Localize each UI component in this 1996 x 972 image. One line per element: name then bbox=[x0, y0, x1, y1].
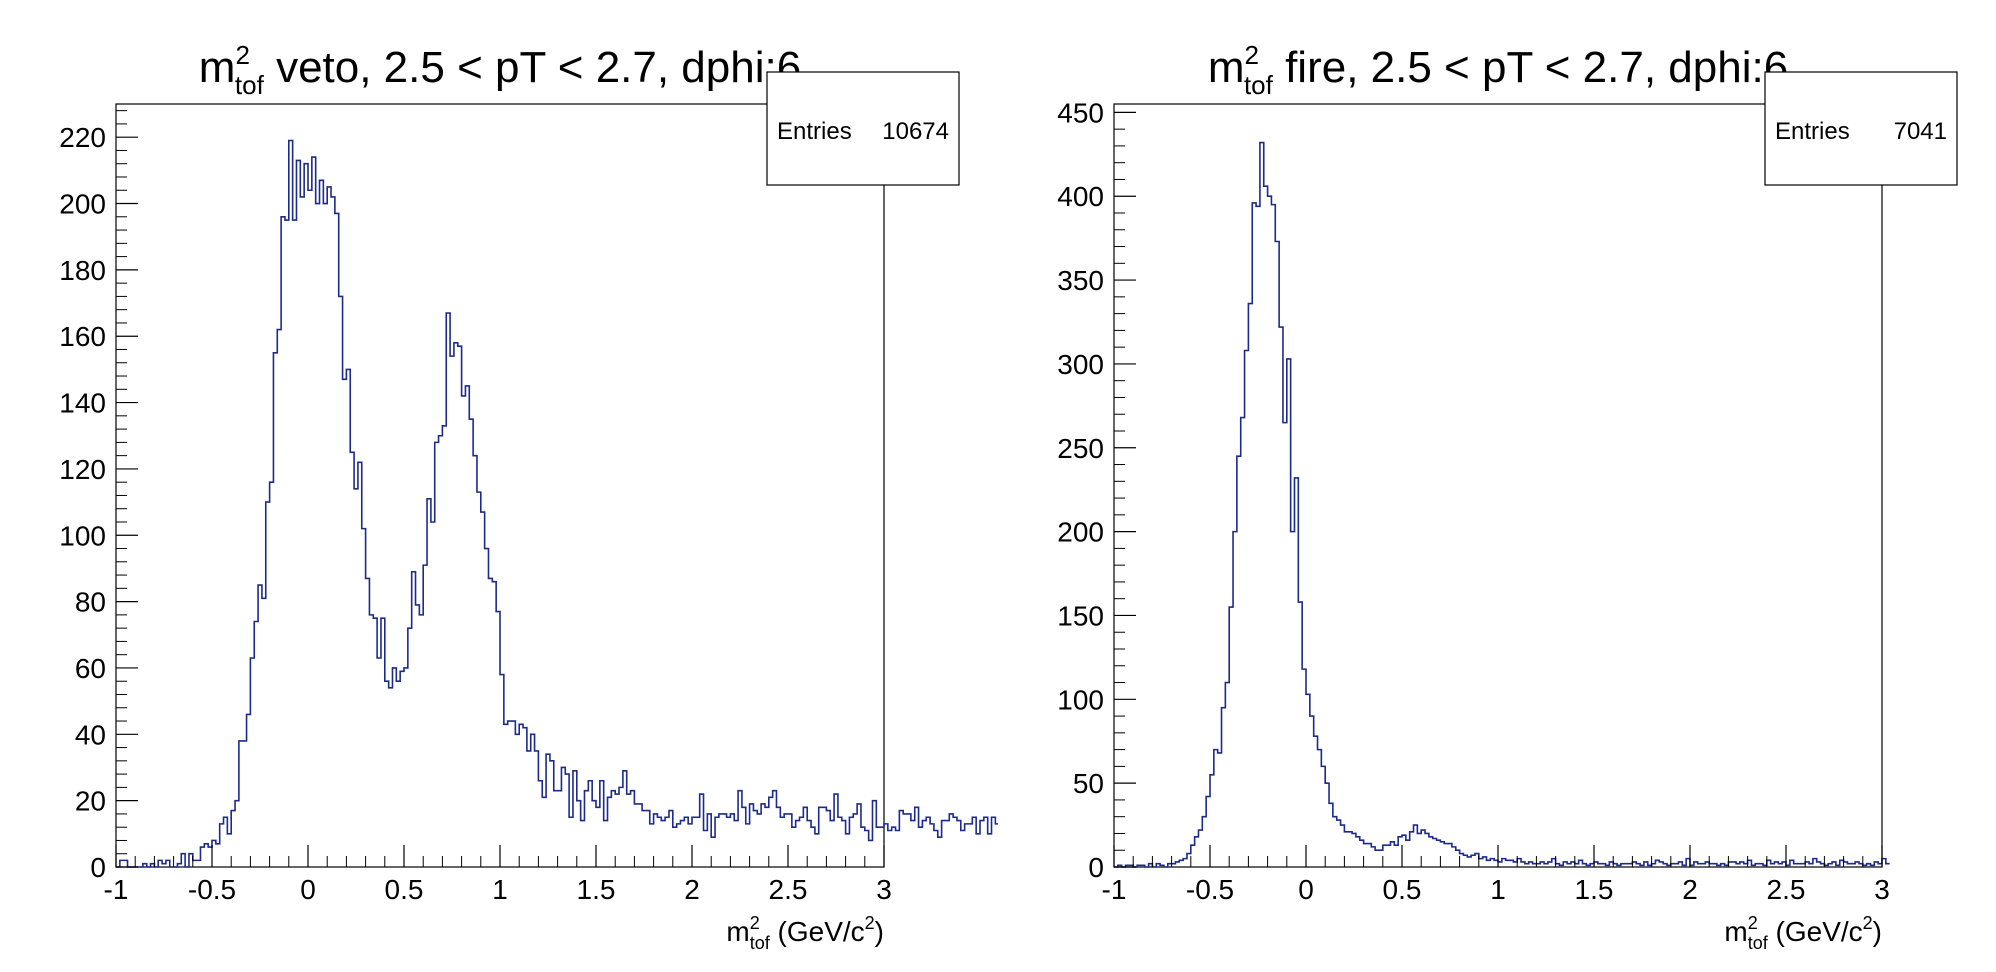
histogram-panel-veto: -1 -0.5 0 0.5 1 1.5 2 2.5 3 0 20 40 60 80 100 120 140 160… bbox=[59, 40, 998, 953]
x-tick-label: 1.5 bbox=[1575, 874, 1614, 905]
x-tick-label: 1 bbox=[492, 874, 508, 905]
stats-entries-value: 7041 bbox=[1894, 118, 1947, 145]
histogram-panel-fire: -1 -0.5 0 0.5 1 1.5 2 2.5 3 0 50 100 150 200 250 300 350… bbox=[998, 0, 1996, 972]
y-tick-label: 20 bbox=[75, 786, 106, 817]
x-tick-label: 2 bbox=[684, 874, 700, 905]
y-tick-label: 100 bbox=[1057, 684, 1104, 715]
x-tick-label: 3 bbox=[876, 874, 892, 905]
x-tick-label: 0 bbox=[1298, 874, 1314, 905]
x-tick-label: 0 bbox=[300, 874, 316, 905]
histogram-line bbox=[1114, 141, 1890, 868]
y-tick-label: 160 bbox=[59, 321, 106, 352]
x-tick-label: -1 bbox=[1102, 874, 1127, 905]
x-axis-label: m2 tof (GeV/c2) bbox=[1724, 913, 1882, 953]
histogram-fire-svg: -1 -0.5 0 0.5 1 1.5 2 2.5 3 0 50 100 150 200 250 300 350… bbox=[1057, 40, 1958, 953]
x-tick-label: 2.5 bbox=[1767, 874, 1806, 905]
y-tick-label: 400 bbox=[1057, 181, 1104, 212]
y-tick-label: 60 bbox=[75, 653, 106, 684]
histogram-line bbox=[116, 139, 998, 868]
plot-frame bbox=[1113, 103, 1883, 868]
y-tick-label: 120 bbox=[59, 454, 106, 485]
y-tick-label: 220 bbox=[59, 122, 106, 153]
y-tick-label: 250 bbox=[1057, 433, 1104, 464]
y-tick-label: 0 bbox=[90, 852, 106, 883]
y-tick-label: 450 bbox=[1057, 97, 1104, 128]
chart-title: m2 tof veto, 2.5 < pT < 2.7, dphi:6 bbox=[199, 40, 801, 100]
x-tick-label: -0.5 bbox=[1186, 874, 1234, 905]
y-tick-label: 140 bbox=[59, 388, 106, 419]
y-tick-label: 300 bbox=[1057, 349, 1104, 380]
y-tick-label: 0 bbox=[1088, 852, 1104, 883]
y-tick-label: 100 bbox=[59, 520, 106, 551]
x-tick-label: 1 bbox=[1490, 874, 1506, 905]
y-tick-label: 200 bbox=[1057, 517, 1104, 548]
stats-box bbox=[1764, 71, 1958, 186]
x-tick-label: 3 bbox=[1874, 874, 1890, 905]
y-tick-label: 80 bbox=[75, 587, 106, 618]
y-tick-label: 150 bbox=[1057, 600, 1104, 631]
x-tick-label: -1 bbox=[104, 874, 129, 905]
x-tick-label: 0.5 bbox=[385, 874, 424, 905]
x-tick-label: 2.5 bbox=[769, 874, 808, 905]
stats-box bbox=[766, 71, 960, 186]
chart-title: m2 tof fire, 2.5 < pT < 2.7, dphi:6 bbox=[1208, 40, 1788, 100]
histogram-veto-svg: -1 -0.5 0 0.5 1 1.5 2 2.5 3 0 20 40 60 80 100 120 140 160… bbox=[59, 40, 998, 953]
x-axis-label: m2 tof (GeV/c2) bbox=[726, 913, 884, 953]
plot-frame bbox=[115, 103, 885, 868]
x-tick-label: -0.5 bbox=[188, 874, 236, 905]
x-tick-label: 0.5 bbox=[1383, 874, 1422, 905]
y-tick-label: 50 bbox=[1073, 768, 1104, 799]
x-tick-label: 2 bbox=[1682, 874, 1698, 905]
y-tick-label: 180 bbox=[59, 255, 106, 286]
stats-entries-label: Entries bbox=[777, 118, 852, 145]
stats-entries-label: Entries bbox=[1775, 118, 1850, 145]
stats-entries-value: 10674 bbox=[882, 118, 949, 145]
x-tick-label: 1.5 bbox=[577, 874, 616, 905]
y-tick-label: 200 bbox=[59, 189, 106, 220]
y-tick-label: 40 bbox=[75, 719, 106, 750]
y-tick-label: 350 bbox=[1057, 265, 1104, 296]
